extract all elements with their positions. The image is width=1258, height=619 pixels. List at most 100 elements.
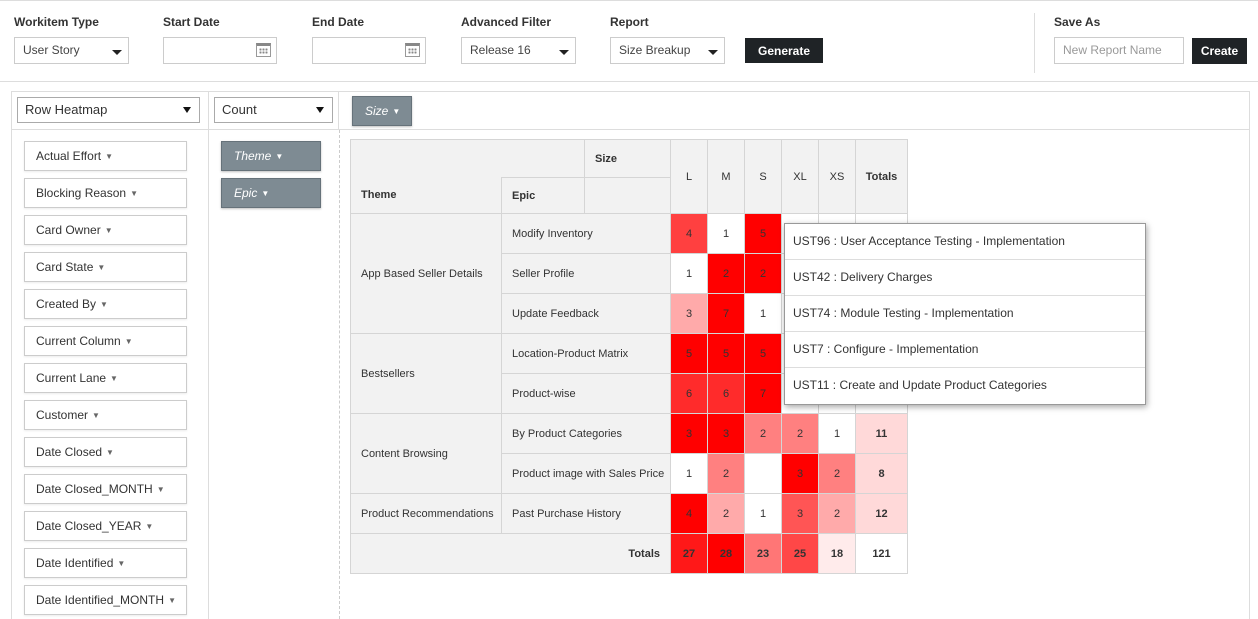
aggregator-select[interactable]: Count	[214, 97, 333, 123]
column-header[interactable]: S	[744, 139, 782, 214]
report-name-input[interactable]: New Report Name	[1054, 37, 1184, 64]
column-total-cell[interactable]: 18	[818, 533, 856, 574]
heatmap-cell[interactable]: 7	[744, 373, 782, 414]
triangle-down-icon[interactable]: ▼	[106, 448, 114, 457]
triangle-down-icon[interactable]: ▼	[105, 152, 114, 161]
heatmap-cell[interactable]: 7	[707, 293, 745, 334]
heatmap-cell[interactable]: 1	[744, 493, 782, 534]
heatmap-cell[interactable]: 6	[707, 373, 745, 414]
heatmap-cell[interactable]: 1	[818, 413, 856, 454]
heatmap-cell[interactable]: 2	[744, 413, 782, 454]
popup-record-item[interactable]: UST74 : Module Testing - Implementation	[785, 296, 1145, 332]
attribute-item[interactable]: Created By ▼	[24, 289, 187, 319]
heatmap-cell[interactable]: 5	[670, 333, 708, 374]
row-attr-pill-theme[interactable]: Theme ▼	[221, 141, 321, 171]
column-total-cell[interactable]: 23	[744, 533, 782, 574]
heatmap-cell[interactable]: 4	[670, 213, 708, 254]
heatmap-cell[interactable]: 3	[707, 413, 745, 454]
heatmap-cell[interactable]	[744, 453, 782, 494]
popup-record-item[interactable]: UST42 : Delivery Charges	[785, 260, 1145, 296]
heatmap-cell[interactable]: 3	[670, 293, 708, 334]
triangle-down-icon[interactable]: ▼	[97, 263, 106, 272]
triangle-down-icon[interactable]: ▼	[117, 559, 126, 568]
heatmap-cell[interactable]: 5	[744, 213, 782, 254]
column-header[interactable]: XS	[818, 139, 856, 214]
report-label: Report	[610, 15, 649, 29]
create-button[interactable]: Create	[1192, 38, 1247, 64]
row-total-cell[interactable]: 11	[855, 413, 908, 454]
popup-record-item[interactable]: UST96 : User Acceptance Testing - Implem…	[785, 224, 1145, 260]
triangle-down-icon[interactable]: ▼	[275, 152, 284, 161]
heatmap-cell[interactable]: 2	[744, 253, 782, 294]
popup-record-item[interactable]: UST11 : Create and Update Product Catego…	[793, 378, 1047, 392]
attribute-item[interactable]: Actual Effort ▼	[24, 141, 187, 171]
heatmap-cell[interactable]: 3	[781, 493, 819, 534]
row-total-cell[interactable]: 12	[855, 493, 908, 534]
heatmap-cell[interactable]: 5	[707, 333, 745, 374]
triangle-down-icon[interactable]: ▼	[104, 226, 113, 235]
heatmap-cell[interactable]: 2	[707, 453, 745, 494]
attribute-item[interactable]: Customer ▼	[24, 400, 187, 430]
triangle-down-icon[interactable]: ▼	[261, 189, 270, 198]
column-total-cell[interactable]: 28	[707, 533, 745, 574]
attribute-item[interactable]: Current Column ▼	[24, 326, 187, 356]
heatmap-cell[interactable]: 3	[670, 413, 708, 454]
triangle-down-icon[interactable]: ▼	[392, 107, 401, 116]
column-header[interactable]: L	[670, 139, 708, 214]
heatmap-cell[interactable]: 3	[781, 453, 819, 494]
attribute-item[interactable]: Date Closed ▼	[24, 437, 187, 467]
calendar-icon[interactable]	[405, 43, 420, 57]
heatmap-cell[interactable]: 1	[744, 293, 782, 334]
attribute-item[interactable]: Date Identified_MONTH ▼	[24, 585, 187, 615]
heatmap-cell[interactable]: 2	[781, 413, 819, 454]
heatmap-cell[interactable]: 4	[670, 493, 708, 534]
heatmap-cell[interactable]: 2	[707, 493, 745, 534]
heatmap-cell[interactable]: 2	[818, 493, 856, 534]
divider	[11, 91, 12, 619]
triangle-down-icon[interactable]: ▼	[110, 374, 118, 383]
advanced-filter-select[interactable]: Release 16	[461, 37, 576, 64]
attribute-item[interactable]: Current Lane ▼	[24, 363, 187, 393]
attribute-item[interactable]: Card State ▼	[24, 252, 187, 282]
attribute-item[interactable]: Blocking Reason ▼	[24, 178, 187, 208]
column-total-cell[interactable]: 25	[781, 533, 819, 574]
attribute-item[interactable]: Date Closed_MONTH ▼	[24, 474, 187, 504]
calendar-icon[interactable]	[256, 43, 271, 57]
triangle-down-icon[interactable]: ▼	[92, 411, 100, 420]
theme-label: Product Recommendations	[350, 493, 502, 534]
records-popup: UST96 : User Acceptance Testing - Implem…	[784, 223, 1146, 405]
end-date-input[interactable]	[312, 37, 426, 64]
aggregator-value: Count	[222, 102, 257, 117]
heatmap-cell[interactable]: 1	[670, 453, 708, 494]
heatmap-cell[interactable]: 1	[670, 253, 708, 294]
column-header[interactable]: M	[707, 139, 745, 214]
triangle-down-icon[interactable]: ▼	[168, 596, 176, 605]
heatmap-cell[interactable]: 5	[744, 333, 782, 374]
heatmap-cell[interactable]: 6	[670, 373, 708, 414]
attribute-item[interactable]: Date Closed_YEAR ▼	[24, 511, 187, 541]
renderer-select[interactable]: Row Heatmap	[17, 97, 200, 123]
row-attr-pill-epic[interactable]: Epic ▼	[221, 178, 321, 208]
start-date-input[interactable]	[163, 37, 277, 64]
triangle-down-icon[interactable]: ▼	[145, 522, 154, 531]
heatmap-cell[interactable]: 2	[818, 453, 856, 494]
triangle-down-icon[interactable]: ▼	[156, 485, 165, 494]
col-attr-pill-size[interactable]: Size ▼	[352, 96, 412, 126]
row-total-cell[interactable]: 8	[855, 453, 908, 494]
generate-button[interactable]: Generate	[745, 38, 823, 63]
attribute-item[interactable]: Date Identified ▼	[24, 548, 187, 578]
report-select[interactable]: Size Breakup	[610, 37, 725, 64]
heatmap-cell[interactable]: 1	[707, 213, 745, 254]
workitem-type-value: User Story	[23, 43, 80, 57]
column-total-cell[interactable]: 27	[670, 533, 708, 574]
heatmap-cell[interactable]: 2	[707, 253, 745, 294]
grand-total-cell[interactable]: 121	[855, 533, 908, 574]
advanced-filter-value: Release 16	[470, 43, 531, 57]
column-header[interactable]: XL	[781, 139, 819, 214]
workitem-type-select[interactable]: User Story	[14, 37, 129, 64]
triangle-down-icon[interactable]: ▼	[100, 300, 108, 309]
popup-record-item[interactable]: UST7 : Configure - Implementation	[785, 332, 1145, 368]
attribute-item[interactable]: Card Owner ▼	[24, 215, 187, 245]
triangle-down-icon[interactable]: ▼	[130, 189, 138, 198]
triangle-down-icon[interactable]: ▼	[124, 337, 133, 346]
